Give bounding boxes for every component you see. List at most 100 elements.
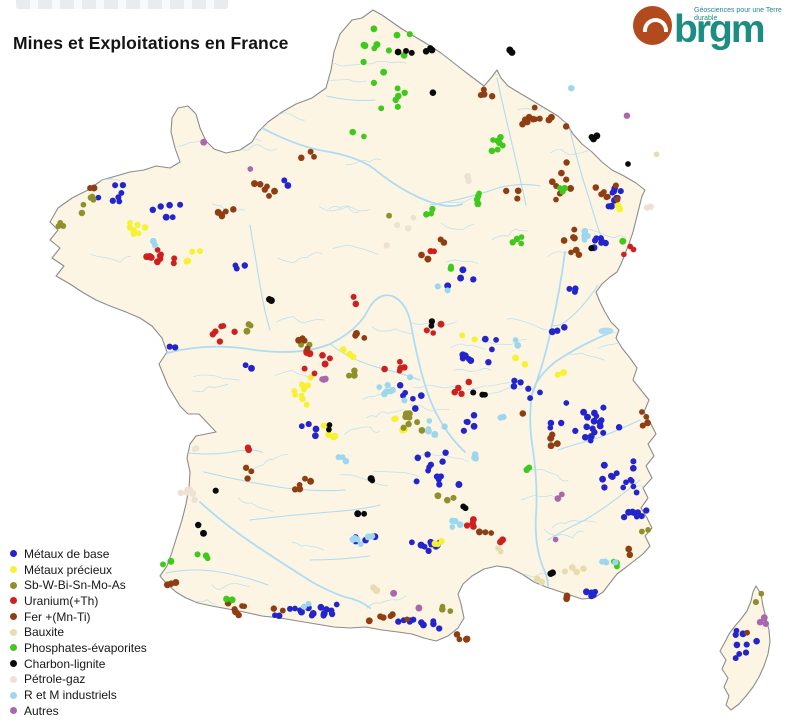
mine-dot-charbon	[428, 46, 436, 54]
mine-dot-sb	[638, 528, 645, 535]
mine-dot-rm	[389, 386, 396, 394]
mine-dot-uranium	[218, 323, 225, 330]
mine-dot-fer	[560, 237, 568, 244]
mine-dot-charbon	[326, 422, 333, 428]
mine-dot-base	[292, 605, 298, 612]
legend-item-label: Fer +(Mn-Ti)	[24, 609, 91, 624]
mine-dot-phosphates	[474, 200, 482, 208]
mine-dot-fer	[230, 206, 237, 213]
mine-dot-fer	[239, 603, 245, 609]
mine-dot-fer	[365, 617, 373, 625]
mine-dot-base	[643, 507, 650, 514]
mine-dot-fer	[480, 86, 487, 93]
mine-dot-fer	[218, 212, 226, 220]
mine-dot-base	[563, 400, 570, 406]
mine-dot-fer	[463, 635, 471, 643]
mine-dot-base	[460, 427, 467, 434]
mine-dot-base	[583, 423, 590, 431]
mine-dot-fer	[361, 334, 368, 341]
mine-dot-phosphates	[394, 103, 401, 110]
mine-dot-base	[630, 509, 637, 516]
mine-dot-base	[435, 476, 442, 483]
mine-dot-fer	[614, 196, 621, 203]
legend-item-label: Pétrole-gaz	[24, 672, 86, 687]
mine-dot-base	[166, 201, 173, 209]
mine-dot-bauxite	[495, 545, 502, 552]
mine-dot-phosphates	[160, 561, 166, 568]
legend-item-label: Phosphates-évaporites	[24, 640, 147, 655]
mine-dot-phosphates	[370, 79, 377, 86]
mine-dot-fer	[531, 104, 538, 111]
mine-dot-sb	[645, 527, 651, 533]
mine-dot-base	[582, 588, 590, 596]
mine-dot-fer	[572, 246, 580, 254]
mine-dot-charbon	[428, 318, 436, 325]
mine-dot-phosphates	[385, 47, 392, 54]
mine-dot-base	[527, 395, 534, 402]
mine-dot-base	[119, 181, 127, 189]
mine-dot-precieux	[126, 224, 133, 231]
mine-dot-rm	[381, 390, 388, 398]
mine-dot-fer	[548, 178, 556, 186]
mine-dot-sb	[405, 410, 413, 418]
mine-dot-phosphates	[202, 552, 210, 560]
mine-dot-base	[609, 473, 616, 481]
legend-item: Charbon-lignite	[10, 656, 147, 672]
mine-dot-base	[177, 201, 184, 208]
mine-dot-base	[414, 454, 422, 462]
mine-dot-base	[425, 547, 432, 555]
mine-dot-autres	[552, 536, 559, 543]
mine-dot-phosphates	[619, 237, 627, 245]
mine-dot-fer	[639, 422, 646, 429]
mine-dot-base	[609, 189, 616, 196]
mine-dot-autres	[760, 614, 768, 622]
mine-dot-base	[591, 429, 598, 436]
mine-dot-phosphates	[448, 263, 454, 270]
legend-item-label: Bauxite	[24, 625, 65, 640]
mine-dot-uranium	[245, 446, 253, 454]
mine-dot-base	[333, 601, 340, 608]
mine-dot-fer	[514, 195, 521, 202]
mine-dot-base	[736, 650, 743, 657]
mine-dot-fer	[302, 475, 308, 482]
mine-dot-base	[608, 202, 615, 210]
mine-dot-fer	[311, 153, 317, 160]
mine-dot-uranium	[209, 331, 216, 338]
mine-dot-fer	[424, 255, 432, 263]
mine-dot-fer	[389, 611, 396, 618]
mine-dot-phosphates	[518, 240, 525, 247]
mine-dot-base	[525, 385, 532, 392]
mine-dot-charbon	[428, 323, 435, 329]
mine-dot-fer	[87, 185, 94, 192]
legend-item-label: Charbon-lignite	[24, 656, 106, 671]
mine-dot-base	[627, 476, 634, 483]
mine-dot-autres	[558, 491, 565, 498]
mine-dot-phosphates	[497, 133, 504, 141]
mine-dot-uranium	[350, 293, 357, 300]
mine-dot-rm	[449, 517, 456, 524]
mine-dot-fer	[279, 607, 286, 614]
legend-item: Autres	[10, 703, 147, 719]
mine-dot-precieux	[298, 392, 305, 399]
mine-dot-precieux	[339, 346, 347, 354]
legend-color-dot-icon	[10, 566, 17, 574]
mine-dot-uranium	[158, 251, 164, 258]
mine-dot-uranium	[621, 251, 627, 258]
mine-dot-fer	[744, 629, 750, 636]
mine-dot-precieux	[130, 230, 137, 238]
mine-dot-phosphates	[518, 234, 525, 240]
mine-dot-base	[617, 188, 624, 195]
mine-dot-precieux	[349, 353, 357, 361]
legend-item: Phosphates-évaporites	[10, 640, 147, 656]
brgm-wordmark: brgm	[674, 8, 765, 51]
mine-dot-uranium	[469, 520, 476, 527]
mine-dot-rm	[441, 423, 448, 430]
mine-dot-autres	[415, 604, 423, 612]
mine-dot-base	[396, 382, 404, 389]
mine-dot-sb	[89, 193, 96, 200]
mine-dot-charbon	[403, 47, 409, 54]
mine-dot-uranium	[153, 258, 161, 266]
mine-dot-petrole	[410, 214, 417, 221]
mine-dot-base	[470, 412, 478, 419]
mine-dot-rm	[449, 524, 456, 530]
